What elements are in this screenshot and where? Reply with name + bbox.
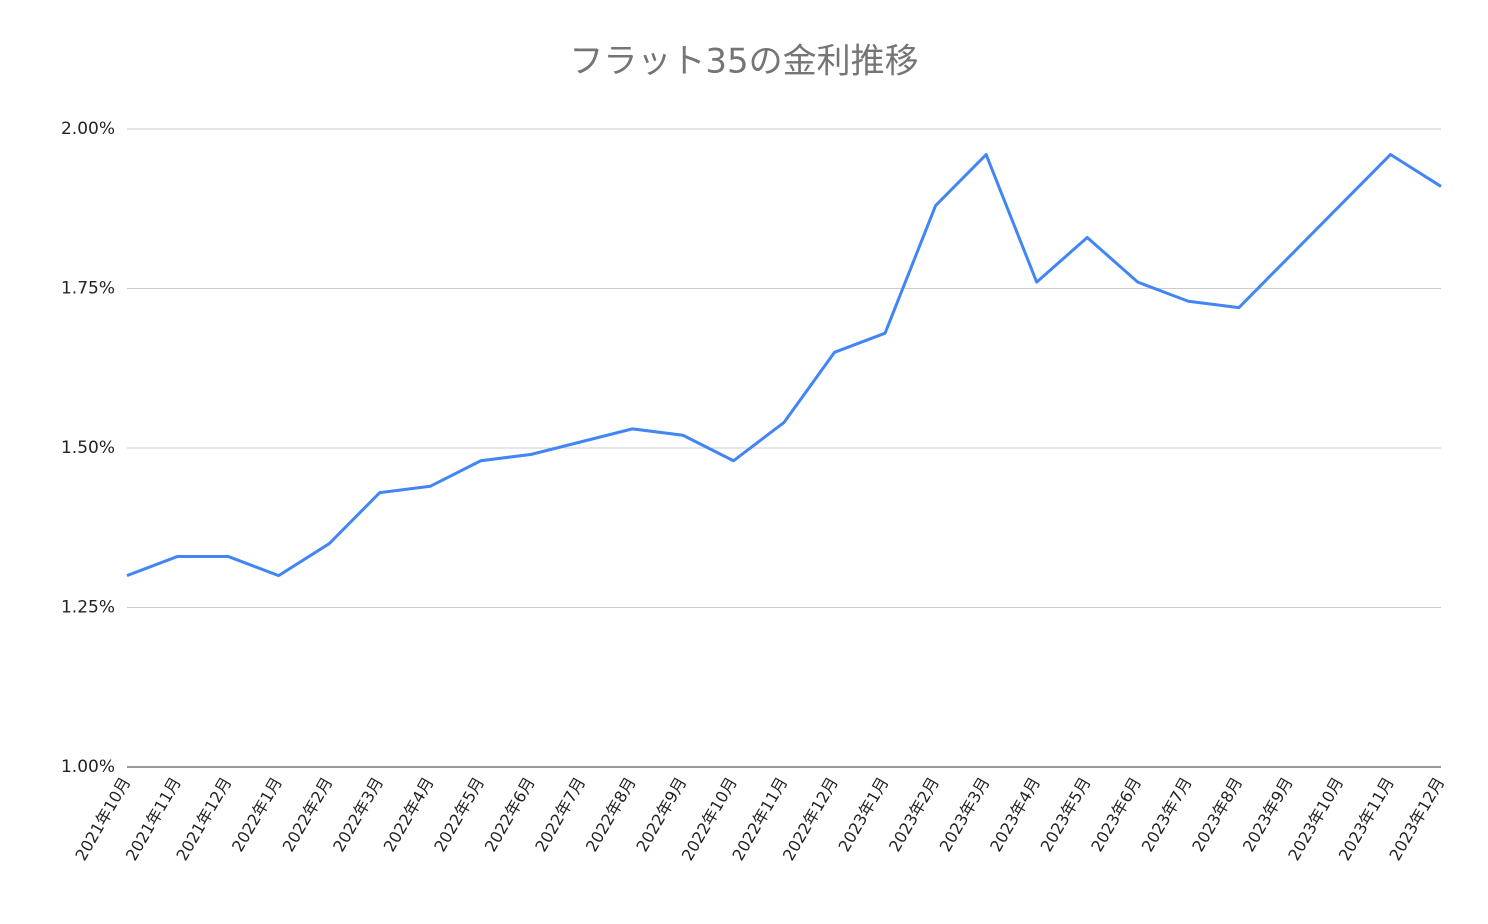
x-tick-label: 2023年2月 [885, 774, 943, 855]
x-tick-label: 2023年6月 [1087, 774, 1145, 855]
x-tick-label: 2022年8月 [582, 774, 640, 855]
y-tick-label: 1.75% [61, 279, 115, 299]
x-tick-label: 2023年4月 [986, 774, 1044, 855]
x-tick-label: 2023年3月 [936, 774, 994, 855]
x-tick-label: 2022年1月 [228, 774, 286, 855]
x-tick-label: 2022年2月 [279, 774, 337, 855]
x-tick-label: 2023年1月 [835, 774, 893, 855]
x-tick-label: 2023年7月 [1138, 774, 1196, 855]
x-tick-label: 2022年6月 [481, 774, 539, 855]
x-tick-label: 2023年8月 [1188, 774, 1246, 855]
x-tick-label: 2022年9月 [632, 774, 690, 855]
x-tick-label: 2022年7月 [531, 774, 589, 855]
y-tick-label: 2.00% [61, 119, 115, 139]
y-tick-label: 1.00% [61, 757, 115, 777]
x-tick-label: 2023年5月 [1037, 774, 1095, 855]
x-tick-label: 2022年5月 [430, 774, 488, 855]
y-tick-label: 1.25% [61, 598, 115, 618]
chart-title: フラット35の金利推移 [569, 42, 918, 82]
data-line [126, 153, 1442, 578]
x-tick-label: 2022年3月 [329, 774, 387, 855]
x-tick-label: 2022年4月 [380, 774, 438, 855]
x-tick-label: 2023年9月 [1239, 774, 1297, 855]
y-tick-label: 1.50% [61, 438, 115, 458]
